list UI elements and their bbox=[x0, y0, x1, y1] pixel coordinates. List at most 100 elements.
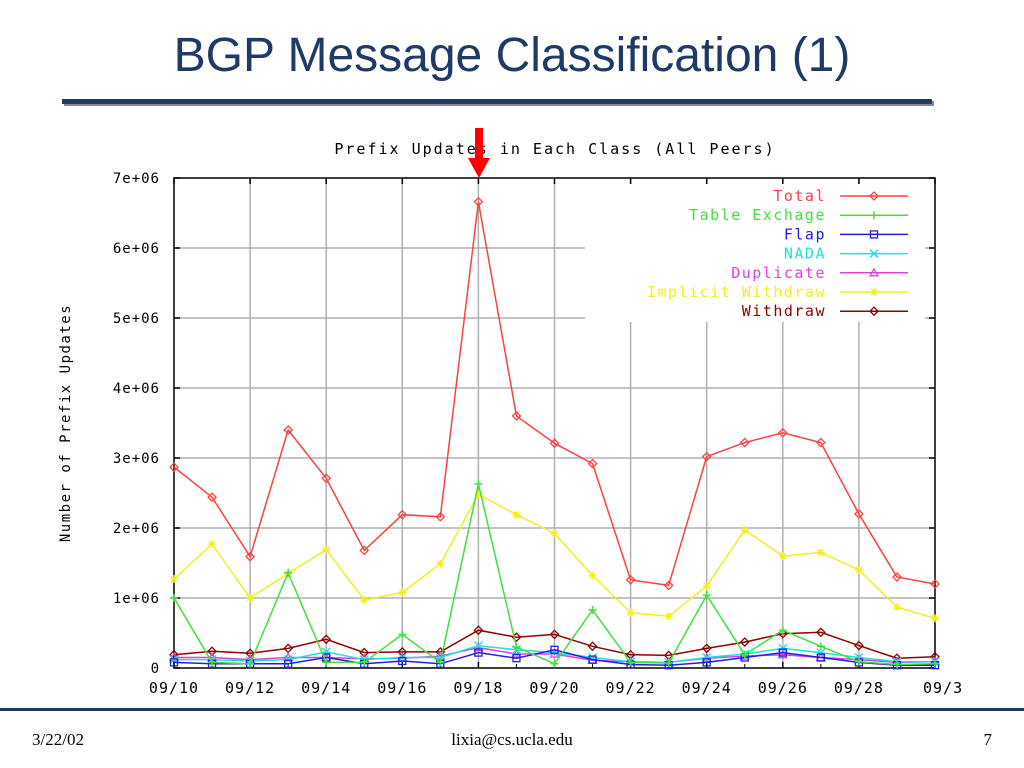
data-point bbox=[549, 629, 560, 640]
data-point bbox=[587, 458, 598, 469]
data-point bbox=[474, 479, 483, 488]
x-tick-label: 09/12 bbox=[225, 679, 275, 697]
series-line bbox=[173, 629, 936, 659]
data-point bbox=[208, 540, 217, 549]
data-point bbox=[169, 658, 179, 667]
data-point bbox=[549, 438, 560, 449]
data-point bbox=[512, 510, 521, 519]
data-point bbox=[778, 648, 787, 657]
data-point bbox=[869, 306, 879, 317]
data-point bbox=[625, 574, 636, 585]
data-point bbox=[931, 659, 939, 668]
data-point bbox=[245, 551, 256, 562]
data-point bbox=[778, 552, 787, 560]
data-point bbox=[170, 575, 178, 584]
legend-label: Table Exchage bbox=[689, 206, 826, 224]
data-point bbox=[322, 545, 331, 554]
data-point bbox=[283, 425, 294, 435]
arrow-head bbox=[468, 158, 490, 178]
data-point bbox=[512, 654, 521, 663]
data-point bbox=[359, 647, 370, 658]
data-point bbox=[869, 191, 879, 201]
footer-email: lixia@cs.ucla.edu bbox=[451, 730, 573, 749]
data-point bbox=[208, 658, 217, 667]
data-point bbox=[853, 509, 864, 519]
data-point bbox=[474, 490, 483, 499]
data-point bbox=[853, 640, 864, 651]
data-point bbox=[550, 659, 559, 668]
x-tick-label: 09/10 bbox=[149, 679, 199, 697]
data-point bbox=[739, 637, 750, 648]
legend-label: Flap bbox=[784, 225, 826, 243]
x-tick-label: 09/28 bbox=[834, 679, 884, 697]
data-point bbox=[892, 660, 901, 669]
y-tick-label: 3e+06 bbox=[113, 451, 160, 467]
y-tick-label: 0 bbox=[151, 661, 160, 677]
legend-label: Implicit Withdraw bbox=[647, 283, 826, 301]
data-point bbox=[892, 572, 902, 582]
data-point bbox=[701, 643, 712, 654]
data-point bbox=[892, 603, 901, 612]
series-implicit-withdraw bbox=[170, 490, 939, 623]
data-point bbox=[283, 659, 293, 668]
data-point bbox=[588, 605, 597, 614]
legend-label: Total bbox=[773, 187, 826, 205]
data-point bbox=[511, 411, 522, 421]
data-point bbox=[869, 249, 879, 259]
data-point bbox=[359, 545, 370, 556]
data-point bbox=[473, 641, 483, 651]
legend-label: NADA bbox=[784, 245, 826, 263]
series-line bbox=[173, 201, 936, 587]
data-point bbox=[870, 288, 878, 296]
y-tick-label: 2e+06 bbox=[113, 521, 160, 537]
legend-label: Withdraw bbox=[742, 302, 826, 320]
data-point bbox=[815, 437, 826, 448]
y-tick-label: 5e+06 bbox=[113, 311, 160, 327]
data-point bbox=[777, 649, 788, 659]
footer-date: 3/22/02 bbox=[32, 730, 84, 749]
data-point bbox=[397, 646, 408, 657]
data-point bbox=[740, 526, 749, 535]
data-point bbox=[870, 211, 878, 220]
data-point bbox=[664, 659, 673, 668]
data-point bbox=[816, 642, 825, 651]
data-point bbox=[778, 626, 787, 635]
legend-label: Duplicate bbox=[731, 264, 826, 282]
data-point bbox=[854, 657, 863, 666]
data-point bbox=[816, 548, 825, 557]
data-point bbox=[512, 643, 521, 651]
x-tick-label: 09/3 bbox=[923, 679, 963, 697]
data-point bbox=[473, 625, 484, 636]
data-point bbox=[816, 653, 825, 662]
data-point bbox=[207, 492, 217, 503]
y-tick-label: 4e+06 bbox=[113, 381, 160, 397]
data-point bbox=[777, 427, 788, 438]
data-point bbox=[702, 582, 711, 591]
chart: 0 1e+06 2e+06 3e+06 4e+06 5e+06 6e+06 7e+06 09/… bbox=[58, 128, 963, 697]
slide-title: BGP Message Classification (1) bbox=[173, 29, 851, 82]
data-point bbox=[436, 559, 445, 568]
data-point bbox=[702, 652, 712, 663]
y-tick-label: 6e+06 bbox=[113, 241, 160, 257]
data-point bbox=[398, 630, 407, 639]
data-point bbox=[360, 658, 369, 667]
data-point bbox=[550, 645, 559, 654]
data-point bbox=[169, 462, 179, 473]
data-point bbox=[473, 196, 484, 207]
data-point bbox=[626, 658, 635, 667]
data-point bbox=[436, 658, 445, 667]
data-point bbox=[930, 579, 940, 589]
data-point bbox=[321, 473, 332, 484]
data-point bbox=[816, 648, 826, 658]
footer-page-number: 7 bbox=[983, 730, 993, 749]
data-point bbox=[321, 634, 332, 645]
data-point bbox=[360, 596, 369, 605]
y-tick-labels: 0 1e+06 2e+06 3e+06 4e+06 5e+06 6e+06 7e+06 bbox=[113, 171, 160, 677]
data-point bbox=[245, 648, 256, 659]
y-axis-label: Number of Prefix Updates bbox=[58, 304, 74, 542]
data-point bbox=[869, 230, 879, 239]
data-point bbox=[397, 509, 408, 520]
x-tick-label: 09/20 bbox=[529, 679, 579, 697]
data-point bbox=[474, 648, 483, 657]
series-table-exchage bbox=[170, 479, 939, 669]
